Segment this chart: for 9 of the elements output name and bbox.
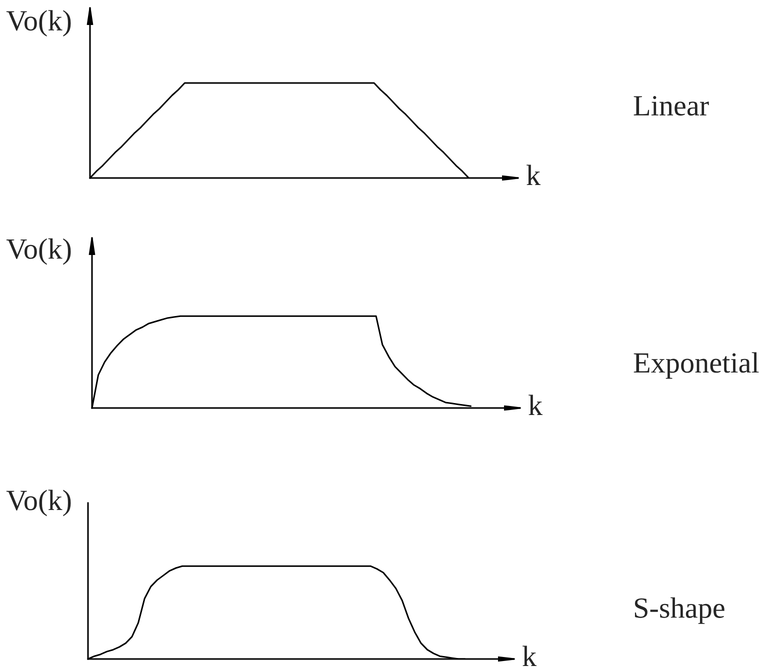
y-axis-title: Vo(k) xyxy=(6,10,71,37)
text: Linear xyxy=(634,96,709,116)
text: S-shape xyxy=(634,597,724,624)
text: Exponetial xyxy=(634,352,759,379)
x-axis-title: k xyxy=(526,164,541,186)
y-axis-title: Vo(k) xyxy=(6,238,71,265)
x-axis-title: k xyxy=(528,394,543,416)
x-axis-title: k xyxy=(522,646,537,666)
y-axis-title: Vo(k) xyxy=(6,490,71,516)
